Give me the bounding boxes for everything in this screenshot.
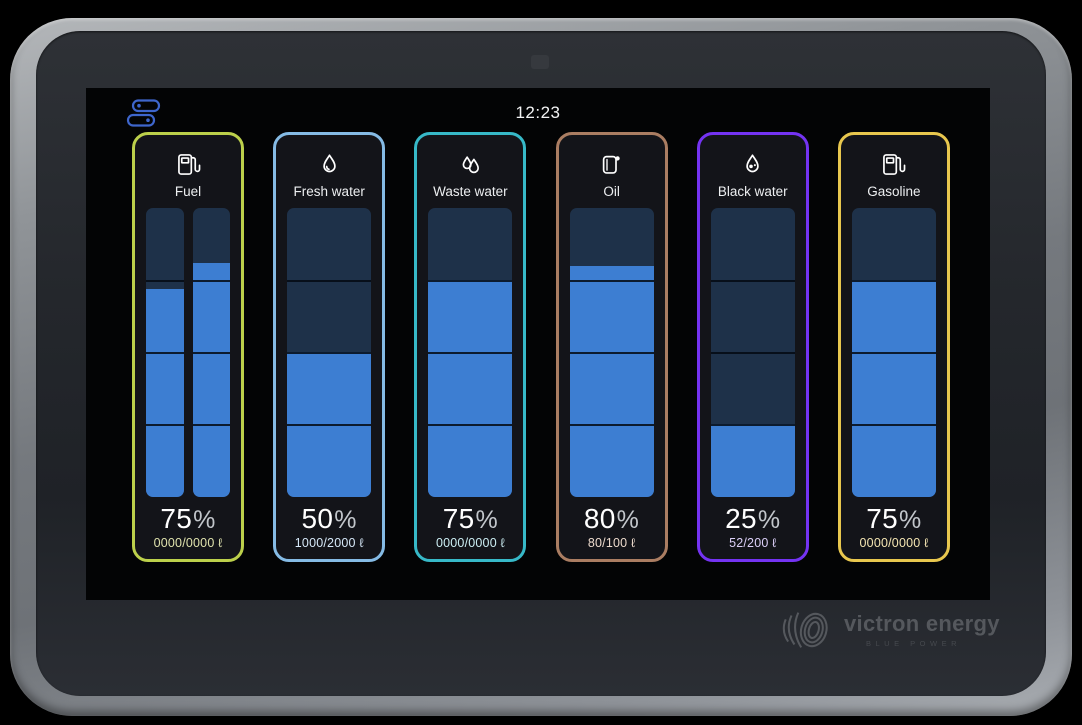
level-fill — [428, 280, 513, 497]
gauge-gridline — [146, 424, 184, 427]
gauge-gridline — [569, 352, 654, 355]
gauge-gridline — [287, 280, 372, 283]
tank-card-gasoline[interactable]: Gasoline 75% 0000/0000 ℓ — [837, 132, 950, 562]
gauge-gridline — [851, 280, 936, 283]
percent-sign: % — [334, 505, 357, 534]
level-bar — [569, 208, 654, 497]
tank-capacity: 0000/0000 ℓ — [435, 536, 505, 550]
victron-logo: victron energy BLUE POWER — [778, 601, 1000, 659]
tank-gauge — [851, 208, 936, 497]
tank-overview: Fuel — [132, 132, 950, 562]
victron-torus-icon — [782, 612, 828, 648]
fuel-pump-icon — [880, 147, 907, 181]
gauge-gridline — [287, 352, 372, 355]
tank-percentage: 80% — [583, 502, 640, 534]
tank-name: Fresh water — [293, 184, 365, 199]
gauge-gridline — [428, 280, 513, 283]
tank-capacity: 1000/2000 ℓ — [294, 536, 364, 550]
gauge-gridline — [146, 352, 184, 355]
light-sensor — [531, 55, 549, 69]
pages-toggle-icon[interactable] — [126, 98, 162, 130]
level-bar — [428, 208, 513, 497]
gauge-gridline — [146, 280, 184, 283]
tank-capacity: 0000/0000 ℓ — [859, 536, 929, 550]
tank-name: Fuel — [174, 184, 202, 199]
level-fill — [192, 262, 230, 497]
level-fill — [146, 288, 184, 497]
gauge-gridline — [710, 424, 795, 427]
level-bar — [851, 208, 936, 497]
gauge-gridline — [710, 352, 795, 355]
gauge-gridline — [428, 352, 513, 355]
gauge-gridline — [192, 424, 230, 427]
tank-card-oil[interactable]: Oil 80% 80/100 ℓ — [555, 132, 668, 562]
level-bar — [192, 208, 230, 497]
level-bar — [146, 208, 184, 497]
water-drop-icon — [316, 147, 343, 181]
tank-card-fuel[interactable]: Fuel — [132, 132, 244, 562]
level-bar — [710, 208, 795, 497]
brand-name: victron energy — [844, 610, 1000, 636]
percent-sign: % — [616, 505, 640, 534]
tank-gauge — [569, 208, 654, 497]
tank-percentage: 75% — [866, 502, 922, 534]
tank-gauge — [146, 208, 230, 497]
tank-name: Black water — [717, 184, 788, 199]
dirty-drop-icon — [739, 147, 766, 181]
gauge-gridline — [192, 352, 230, 355]
tank-card-black-water[interactable]: Black water 25% 52/200 ℓ — [696, 132, 809, 562]
tank-capacity: 80/100 ℓ — [587, 536, 636, 550]
gauge-gridline — [569, 280, 654, 283]
percent-sign: % — [475, 505, 499, 534]
level-fill — [710, 424, 795, 497]
percent-sign: % — [193, 505, 216, 534]
tank-percentage: 75% — [160, 502, 216, 534]
percent-sign: % — [757, 505, 781, 534]
tank-card-fresh-water[interactable]: Fresh water 50% 1000/2000 ℓ — [273, 132, 386, 562]
tank-name: Waste water — [433, 184, 508, 199]
gauge-gridline — [287, 424, 372, 427]
tank-percentage: 50% — [301, 502, 357, 534]
tank-gauge — [287, 208, 372, 497]
device-bezel: 12:23 Fuel — [36, 31, 1046, 696]
level-bar — [287, 208, 372, 497]
gauge-gridline — [428, 424, 513, 427]
gauge-gridline — [851, 352, 936, 355]
fuel-pump-icon — [175, 147, 202, 181]
level-fill — [851, 280, 936, 497]
percent-sign: % — [899, 505, 922, 534]
gx-touch-device: 12:23 Fuel — [10, 18, 1072, 716]
tank-card-waste-water[interactable]: Waste water 75% 0000/0000 ℓ — [414, 132, 527, 562]
oil-can-icon — [598, 147, 625, 181]
tank-capacity: 0000/0000 ℓ — [153, 536, 223, 550]
brand-tagline: BLUE POWER — [866, 638, 962, 648]
tank-gauge — [428, 208, 513, 497]
tank-percentage: 75% — [442, 502, 499, 534]
gauge-gridline — [192, 280, 230, 283]
tank-name: Oil — [603, 184, 620, 199]
level-fill — [569, 265, 654, 497]
touchscreen[interactable]: 12:23 Fuel — [86, 88, 990, 600]
tank-capacity: 52/200 ℓ — [729, 536, 777, 550]
gauge-gridline — [569, 424, 654, 427]
gauge-gridline — [710, 280, 795, 283]
tank-name: Gasoline — [867, 184, 921, 199]
double-drop-icon — [457, 147, 484, 181]
tank-percentage: 25% — [725, 502, 781, 534]
gauge-gridline — [851, 424, 936, 427]
clock: 12:23 — [515, 103, 561, 122]
tank-gauge — [710, 208, 795, 497]
